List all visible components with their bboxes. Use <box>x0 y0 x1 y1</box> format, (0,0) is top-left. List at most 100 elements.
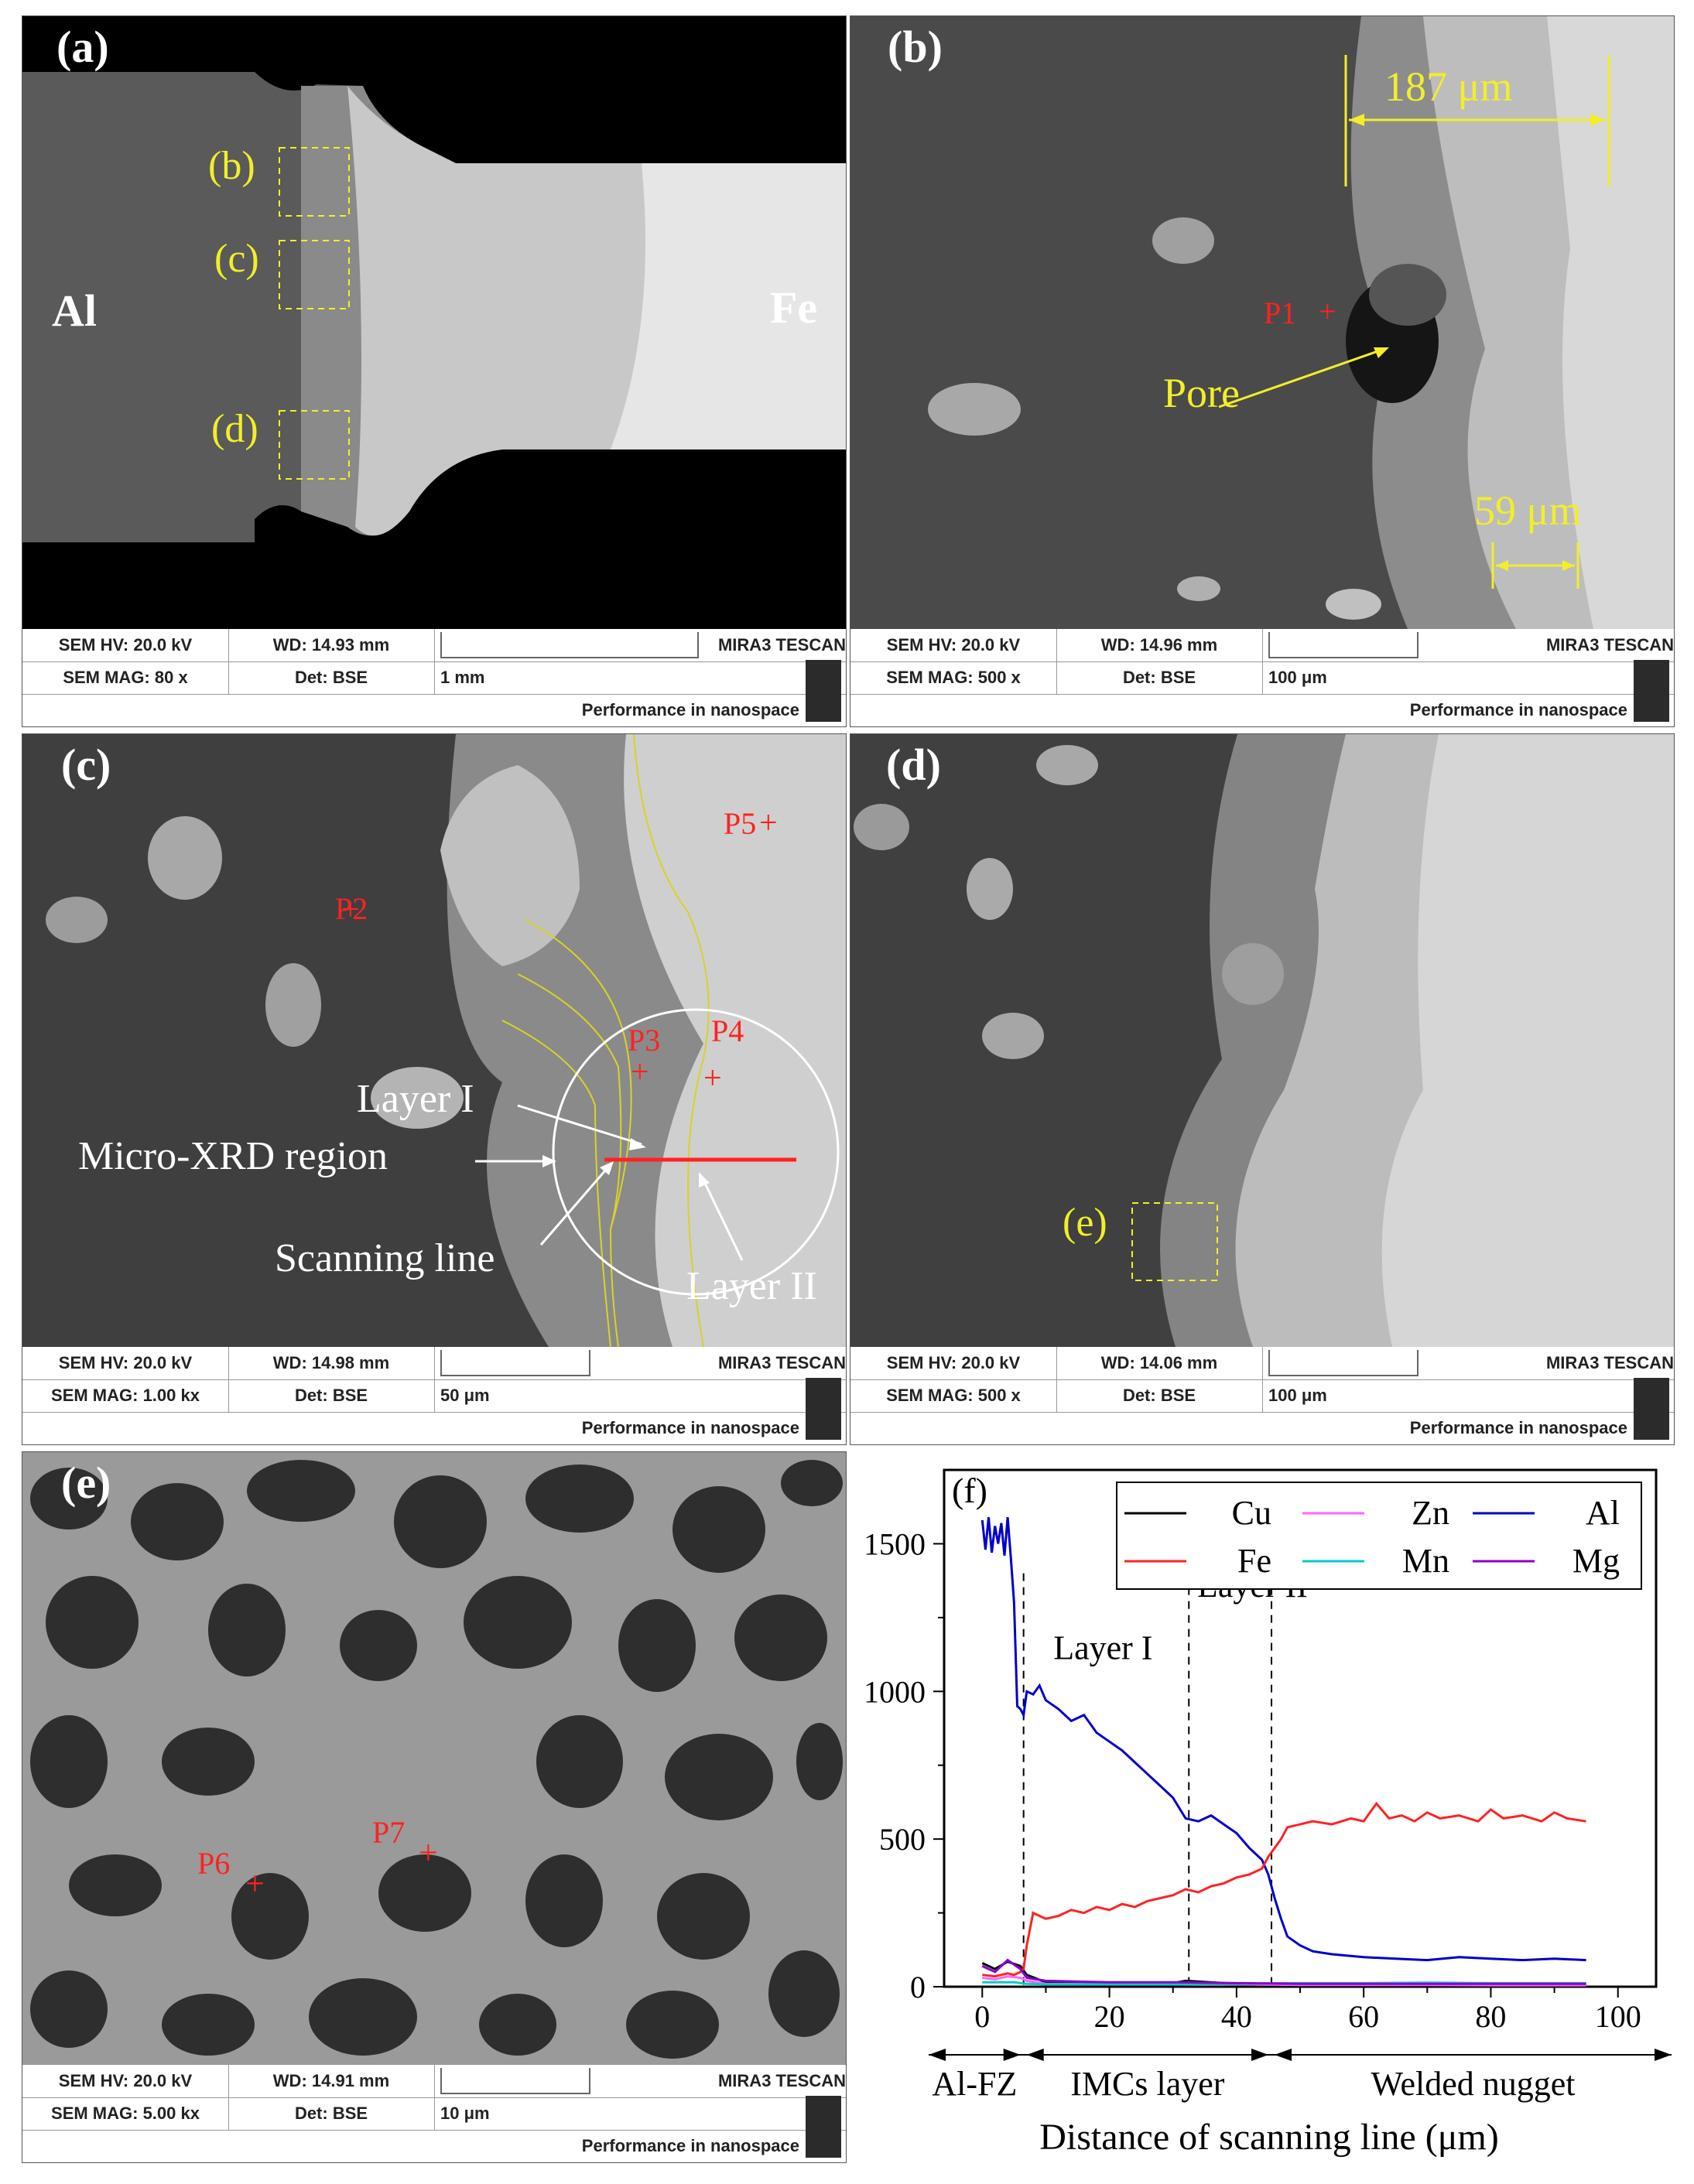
sem-image-e: + + <box>22 1452 846 2065</box>
scale-value: 50 μm <box>440 1386 490 1405</box>
brand-label: MIRA3 TESCAN <box>717 635 846 655</box>
panel-d: (d) (e) SEM HV: 20.0 kV WD: 14.06 mm MIR… <box>850 733 1675 1445</box>
svg-text:+: + <box>759 805 778 841</box>
sem-hv: SEM HV: 20.0 kV <box>850 1347 1057 1379</box>
point-label-p4: P4 <box>711 1013 744 1048</box>
series-line-fe <box>982 1801 1586 1978</box>
zone-arrow-left-icon <box>929 2049 946 2061</box>
x-tick-label: 0 <box>974 1999 990 2034</box>
scanning-line-label: Scanning line <box>275 1236 495 1280</box>
panel-label-e: (e) <box>61 1458 111 1508</box>
region-label-b: (b) <box>208 144 255 188</box>
y-tick-label: 1000 <box>864 1674 926 1709</box>
x-tick-label: 20 <box>1094 1999 1125 2034</box>
point-label-p2: P2 <box>335 891 368 926</box>
sem-mag: SEM MAG: 500 x <box>850 1379 1057 1412</box>
panel-label-c: (c) <box>61 740 111 790</box>
svg-text:+: + <box>1319 294 1336 329</box>
legend-label-zn: Zn <box>1412 1494 1449 1532</box>
sem-wd: WD: 14.96 mm <box>1056 629 1263 661</box>
sem-det: Det: BSE <box>1056 1379 1263 1412</box>
scale-value: 100 μm <box>1268 668 1327 687</box>
svg-text:+: + <box>419 1834 438 1871</box>
scale-value: 10 μm <box>440 2104 490 2123</box>
y-tick-label: 0 <box>910 1970 926 2005</box>
layer-i-label: Layer I <box>357 1077 474 1121</box>
sem-det: Det: BSE <box>228 1379 435 1412</box>
sem-det: Det: BSE <box>1056 661 1263 694</box>
legend-label-al: Al <box>1586 1494 1620 1532</box>
region-label-e: (e) <box>1063 1201 1107 1245</box>
x-tick-label: 60 <box>1348 1999 1379 2034</box>
point-label-p5: P5 <box>724 806 757 841</box>
legend-label-fe: Fe <box>1237 1542 1271 1580</box>
x-axis-label: Distance of scanning line (μm) <box>1039 2117 1499 2158</box>
performance-text: Performance in nanospace <box>1409 700 1627 719</box>
brand-label: MIRA3 TESCAN <box>717 1353 846 1372</box>
sem-image-a <box>22 16 846 629</box>
sem-wd: WD: 14.93 mm <box>228 629 435 661</box>
zone-label: Welded nugget <box>1371 2065 1575 2103</box>
scale-ruler <box>440 2068 590 2094</box>
tescan-logo-icon <box>806 660 841 722</box>
point-label-p1: P1 <box>1264 296 1297 330</box>
sem-info-bar-a: SEM HV: 20.0 kV WD: 14.93 mm MIRA3 TESCA… <box>22 629 846 726</box>
tescan-logo-icon <box>1634 1378 1669 1440</box>
y-tick-label: 1500 <box>864 1526 926 1561</box>
sem-wd: WD: 14.98 mm <box>228 1347 435 1379</box>
zone-arrow-left-icon <box>1026 2049 1044 2061</box>
x-tick-label: 100 <box>1595 1999 1641 2034</box>
point-label-p3: P3 <box>628 1023 661 1058</box>
x-tick-label: 40 <box>1221 1999 1252 2034</box>
panel-a: (a) (b) (c) (d) Al Fe SEM HV: 20.0 kV WD… <box>22 15 847 727</box>
sem-mag: SEM MAG: 1.00 kx <box>22 1379 229 1412</box>
series-line-al <box>980 1516 1586 1962</box>
scale-value: 100 μm <box>1268 1386 1327 1405</box>
performance-text: Performance in nanospace <box>1409 1418 1627 1437</box>
zone-arrow-right-icon <box>1251 2049 1269 2061</box>
sem-wd: WD: 14.06 mm <box>1056 1347 1263 1379</box>
point-label-p6: P6 <box>197 1846 231 1881</box>
svg-text:+: + <box>341 892 360 928</box>
zone-label: IMCs layer <box>1070 2065 1225 2103</box>
brand-label: MIRA3 TESCAN <box>1545 635 1674 655</box>
sem-info-bar-e: SEM HV: 20.0 kV WD: 14.91 mm MIRA3 TESCA… <box>22 2065 846 2162</box>
sem-image-c: + + + + <box>22 734 846 1347</box>
sem-hv: SEM HV: 20.0 kV <box>850 629 1057 661</box>
pore-label: Pore <box>1163 370 1240 416</box>
width-label-59: 59 μm <box>1474 487 1582 534</box>
legend-label-mn: Mn <box>1402 1542 1449 1580</box>
sem-hv: SEM HV: 20.0 kV <box>22 2065 229 2097</box>
sem-mag: SEM MAG: 80 x <box>22 661 229 694</box>
sem-image-d <box>850 734 1674 1347</box>
width-label-187: 187 μm <box>1384 63 1513 110</box>
region-label-d: (d) <box>211 407 258 451</box>
legend-label-mg: Mg <box>1573 1542 1620 1580</box>
performance-text: Performance in nanospace <box>581 700 799 719</box>
panel-label-d: (d) <box>886 740 941 790</box>
panel-label-f: (f) <box>952 1471 987 1510</box>
svg-text:+: + <box>631 1054 649 1090</box>
scale-ruler <box>1268 1350 1419 1376</box>
point-label-p7: P7 <box>372 1815 406 1850</box>
tescan-logo-icon <box>806 1378 841 1440</box>
scale-ruler <box>440 632 699 658</box>
performance-text: Performance in nanospace <box>581 1418 799 1437</box>
sem-info-bar-b: SEM HV: 20.0 kV WD: 14.96 mm MIRA3 TESCA… <box>850 629 1674 726</box>
sem-info-bar-d: SEM HV: 20.0 kV WD: 14.06 mm MIRA3 TESCA… <box>850 1347 1674 1444</box>
performance-text: Performance in nanospace <box>581 2136 799 2155</box>
region-label-c: (c) <box>214 237 259 281</box>
panel-label-b: (b) <box>888 22 943 72</box>
zone-arrow-right-icon <box>1003 2049 1021 2061</box>
sem-hv: SEM HV: 20.0 kV <box>22 1347 229 1379</box>
series-line-mg <box>981 1958 1586 1985</box>
sem-info-bar-c: SEM HV: 20.0 kV WD: 14.98 mm MIRA3 TESCA… <box>22 1347 846 1444</box>
legend-box <box>1116 1482 1642 1590</box>
scale-value: 1 mm <box>440 668 485 687</box>
panel-e: + + (e) P6 P7 SEM HV: 20.0 kV WD: 14.91 … <box>22 1451 847 2163</box>
zone-label: Al-FZ <box>932 2065 1017 2103</box>
layer-ii-label: Layer II <box>686 1264 817 1308</box>
tescan-logo-icon <box>806 2096 841 2158</box>
